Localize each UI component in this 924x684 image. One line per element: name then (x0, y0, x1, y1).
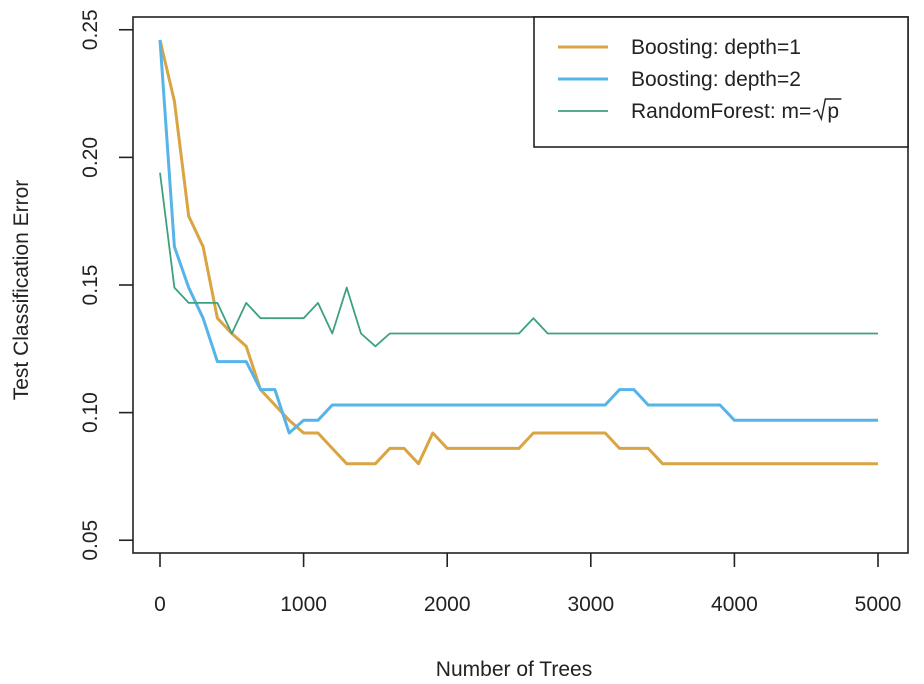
legend-label: Boosting: depth=1 (631, 36, 801, 59)
x-tick-label: 1000 (280, 593, 327, 616)
x-tick-label: 4000 (711, 593, 758, 616)
y-tick-label: 0.20 (79, 137, 102, 178)
legend-label: Boosting: depth=2 (631, 68, 801, 91)
y-tick-label: 0.05 (79, 520, 102, 561)
y-axis: 0.05 0.10 0.15 0.20 0.25 (79, 9, 133, 561)
x-axis-title: Number of Trees (436, 658, 592, 681)
legend: Boosting: depth=1 Boosting: depth=2 Random… (533, 16, 909, 148)
x-tick-label: 3000 (567, 593, 614, 616)
y-tick-label: 0.10 (79, 392, 102, 433)
x-tick-label: 5000 (855, 593, 902, 616)
x-tick-label: 2000 (424, 593, 471, 616)
x-tick-label: 0 (154, 593, 166, 616)
sqrt-sign (813, 98, 842, 122)
legend-sqrt-argument: p (827, 100, 839, 123)
series-line-boosting-depth-1 (158, 39, 878, 466)
y-tick-label: 0.15 (79, 265, 102, 306)
y-axis-title: Test Classification Error (10, 180, 33, 401)
series-line-randomforest-m-p (159, 172, 878, 348)
series-line-boosting-depth-2 (158, 39, 878, 435)
legend-label-prefix: RandomForest: m= (631, 100, 811, 123)
x-axis: 0 1000 2000 3000 4000 5000 (154, 553, 901, 616)
legend-label: RandomForest: m= (631, 100, 811, 123)
y-tick-label: 0.25 (79, 9, 102, 50)
legend-box (533, 16, 909, 148)
series-lines (158, 39, 878, 466)
